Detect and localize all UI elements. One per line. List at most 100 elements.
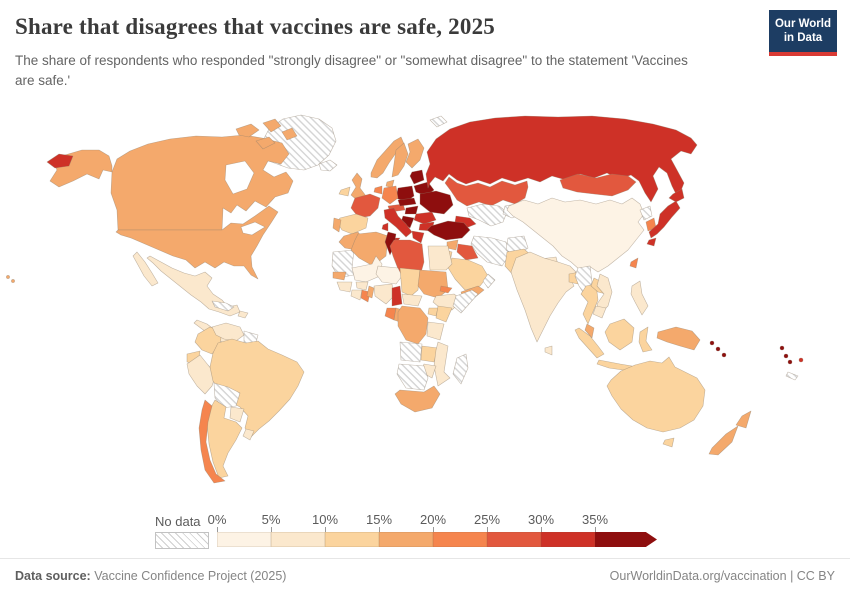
country-canada-island[interactable] — [262, 118, 282, 133]
country-italy[interactable] — [383, 207, 413, 238]
world-map[interactable] — [0, 110, 850, 508]
country-sardinia[interactable] — [381, 222, 389, 232]
country-south-africa[interactable] — [394, 385, 441, 413]
country-hungary[interactable] — [404, 205, 419, 215]
country-germany[interactable] — [381, 185, 399, 205]
country-canada-island[interactable] — [281, 127, 298, 141]
country-kazakhstan[interactable] — [444, 176, 529, 207]
country-iran[interactable] — [470, 235, 511, 267]
country-burkina-faso[interactable] — [355, 281, 369, 291]
country-senegal[interactable] — [332, 271, 347, 281]
legend-bucket[interactable] — [487, 532, 541, 547]
country-mongolia[interactable] — [559, 173, 637, 197]
country-cambodia[interactable] — [592, 305, 607, 319]
country-mozambique[interactable] — [433, 341, 451, 387]
country-australia[interactable] — [606, 356, 706, 433]
country-drc[interactable] — [397, 305, 429, 345]
legend-color-bar[interactable] — [217, 532, 657, 547]
legend-bucket[interactable] — [271, 532, 325, 547]
country-caucasus[interactable] — [454, 215, 477, 229]
country-namibia-botswana[interactable] — [396, 363, 429, 391]
country-eritrea[interactable] — [439, 285, 453, 294]
country-angola[interactable] — [399, 341, 423, 363]
country-china[interactable] — [506, 197, 645, 273]
country-central-african-republic[interactable] — [401, 293, 423, 307]
country-mexico[interactable] — [146, 255, 241, 317]
country-india[interactable] — [510, 251, 577, 343]
country-chile[interactable] — [198, 399, 226, 484]
country-sudan[interactable] — [417, 269, 449, 299]
country-hawaii[interactable] — [6, 275, 10, 279]
country-solomon-islands[interactable] — [721, 352, 727, 358]
country-kenya[interactable] — [435, 305, 453, 323]
country-svalbard[interactable] — [429, 115, 448, 128]
country-baja[interactable] — [132, 251, 159, 287]
country-ukraine[interactable] — [419, 190, 454, 215]
legend-bucket[interactable] — [379, 532, 433, 547]
country-portugal[interactable] — [332, 217, 342, 233]
country-canada-island[interactable] — [255, 136, 276, 150]
country-argentina[interactable] — [206, 399, 243, 479]
country-united-states[interactable] — [115, 205, 279, 280]
country-guinea[interactable] — [336, 281, 353, 293]
country-greece[interactable] — [411, 230, 425, 244]
country-taiwan[interactable] — [629, 257, 639, 269]
country-iceland[interactable] — [318, 159, 338, 172]
country-sulawesi[interactable] — [638, 326, 653, 353]
country-cameroon[interactable] — [391, 285, 403, 307]
country-uganda[interactable] — [427, 307, 439, 317]
country-benin-togo[interactable] — [366, 285, 375, 299]
country-solomon-islands[interactable] — [709, 340, 715, 346]
country-russia-chukotka[interactable] — [46, 153, 74, 169]
country-spain[interactable] — [336, 213, 369, 235]
country-central-asia[interactable] — [466, 203, 508, 227]
legend-bucket[interactable] — [217, 532, 271, 547]
country-new-zealand-north[interactable] — [735, 410, 752, 429]
country-japan-kyushu[interactable] — [646, 237, 657, 247]
country-malaysia[interactable] — [584, 323, 595, 339]
country-romania[interactable] — [413, 211, 437, 225]
country-turkey[interactable] — [426, 220, 471, 241]
country-paraguay[interactable] — [229, 406, 245, 423]
country-egypt[interactable] — [427, 245, 453, 271]
country-ivory-coast[interactable] — [350, 289, 363, 301]
country-sumatra[interactable] — [574, 327, 605, 359]
country-fiji[interactable] — [798, 357, 804, 363]
country-tanzania[interactable] — [426, 321, 445, 341]
country-zambia[interactable] — [420, 345, 439, 363]
country-ireland[interactable] — [338, 186, 351, 197]
country-niger[interactable] — [375, 265, 403, 285]
country-madagascar[interactable] — [452, 353, 469, 385]
country-peru[interactable] — [186, 354, 217, 395]
country-finland[interactable] — [405, 138, 425, 169]
country-borneo[interactable] — [604, 318, 635, 351]
country-france[interactable] — [350, 193, 381, 219]
country-vanuatu[interactable] — [783, 353, 789, 359]
country-venezuela[interactable] — [211, 322, 245, 342]
country-sweden[interactable] — [391, 142, 409, 178]
country-uruguay[interactable] — [242, 428, 255, 441]
country-new-zealand-south[interactable] — [708, 425, 739, 456]
legend-bucket[interactable] — [595, 532, 657, 547]
country-new-guinea[interactable] — [656, 326, 701, 351]
country-iraq[interactable] — [456, 243, 479, 261]
country-sri-lanka[interactable] — [544, 345, 553, 356]
country-hawaii[interactable] — [11, 279, 15, 283]
country-philippines[interactable] — [630, 280, 649, 316]
country-solomon-islands[interactable] — [715, 346, 721, 352]
legend-bucket[interactable] — [433, 532, 487, 547]
country-canada-island[interactable] — [235, 123, 260, 138]
country-chad[interactable] — [399, 267, 421, 297]
country-hispaniola[interactable] — [237, 310, 249, 319]
country-japan-honshu[interactable] — [648, 200, 681, 239]
legend-bucket[interactable] — [541, 532, 595, 547]
country-vanuatu[interactable] — [787, 359, 793, 365]
country-tasmania[interactable] — [662, 437, 675, 448]
country-algeria[interactable] — [350, 231, 389, 267]
country-cuba[interactable] — [211, 300, 235, 312]
country-nigeria[interactable] — [373, 283, 395, 305]
country-benelux[interactable] — [373, 185, 383, 195]
country-bolivia[interactable] — [213, 382, 241, 409]
country-saudi-arabia[interactable] — [446, 257, 489, 291]
country-vanuatu[interactable] — [779, 345, 785, 351]
